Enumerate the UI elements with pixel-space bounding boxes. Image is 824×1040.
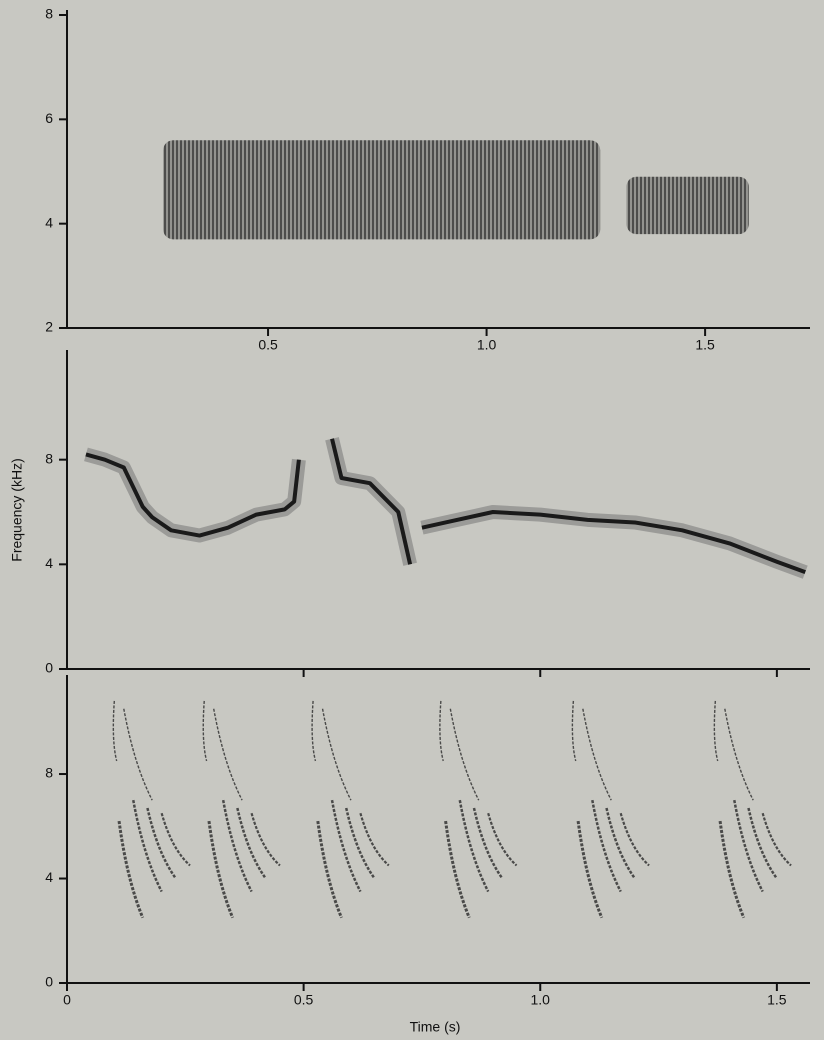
note-stroke: [713, 700, 719, 762]
note-stroke: [747, 807, 778, 880]
y-axis-label: Frequency (kHz): [9, 458, 25, 561]
note-stroke: [733, 799, 764, 893]
note-stroke: [213, 708, 243, 801]
note: [311, 700, 390, 919]
note-stroke: [202, 700, 208, 762]
x-tick-label: 1.5: [767, 992, 787, 1008]
note-stroke: [605, 807, 636, 880]
note-stroke: [472, 807, 504, 880]
trace-halo: [84, 437, 808, 579]
note-stroke: [619, 812, 650, 867]
y-tick-label: 4: [45, 214, 53, 230]
note-stroke: [160, 812, 191, 867]
note-stroke: [487, 812, 518, 867]
note-stroke: [311, 700, 317, 762]
note-stroke: [207, 820, 235, 919]
note-stroke: [321, 708, 352, 801]
y-tick-label: 4: [45, 869, 53, 885]
note-stroke: [236, 807, 267, 880]
y-tick-label: 8: [45, 450, 53, 466]
note-stroke: [344, 807, 376, 880]
note-stroke: [761, 812, 792, 867]
x-axis-label: Time (s): [410, 1019, 461, 1035]
note-stroke: [582, 708, 612, 801]
y-tick-label: 8: [45, 765, 53, 781]
note-stroke: [123, 708, 153, 801]
note: [439, 700, 518, 919]
note-stroke: [112, 700, 118, 762]
note: [571, 700, 650, 919]
note-stroke: [330, 799, 362, 893]
trace: [85, 438, 806, 575]
note-stroke: [132, 799, 163, 893]
spectrogram-segment: [163, 140, 601, 240]
note-stroke: [449, 708, 480, 801]
note-stroke: [571, 700, 577, 762]
note-stroke: [724, 708, 754, 801]
y-tick-label: 2: [45, 319, 53, 335]
note-stroke: [117, 820, 145, 919]
y-tick-label: 0: [45, 660, 53, 676]
note-stroke: [444, 820, 471, 919]
note: [112, 700, 191, 919]
spectrogram-segment: [626, 176, 749, 235]
note-stroke: [591, 799, 622, 893]
note-stroke: [458, 799, 490, 893]
x-tick-label: 1.0: [477, 337, 497, 353]
note-stroke: [576, 820, 604, 919]
y-tick-label: 4: [45, 555, 53, 571]
x-tick-label: 1.5: [695, 337, 715, 353]
note: [713, 700, 792, 919]
y-tick-label: 0: [45, 974, 53, 990]
x-tick-label: 1.0: [531, 992, 551, 1008]
x-tick-label: 0: [63, 992, 71, 1008]
note-stroke: [250, 812, 281, 867]
note-stroke: [359, 812, 390, 867]
note-stroke: [146, 807, 177, 880]
x-tick-label: 0.5: [294, 992, 314, 1008]
y-tick-label: 8: [45, 6, 53, 22]
note-stroke: [718, 820, 746, 919]
y-tick-label: 6: [45, 110, 53, 126]
x-tick-label: 0.5: [258, 337, 278, 353]
note-stroke: [221, 799, 253, 893]
note: [202, 700, 281, 919]
note-stroke: [439, 700, 444, 762]
note-stroke: [316, 820, 343, 919]
